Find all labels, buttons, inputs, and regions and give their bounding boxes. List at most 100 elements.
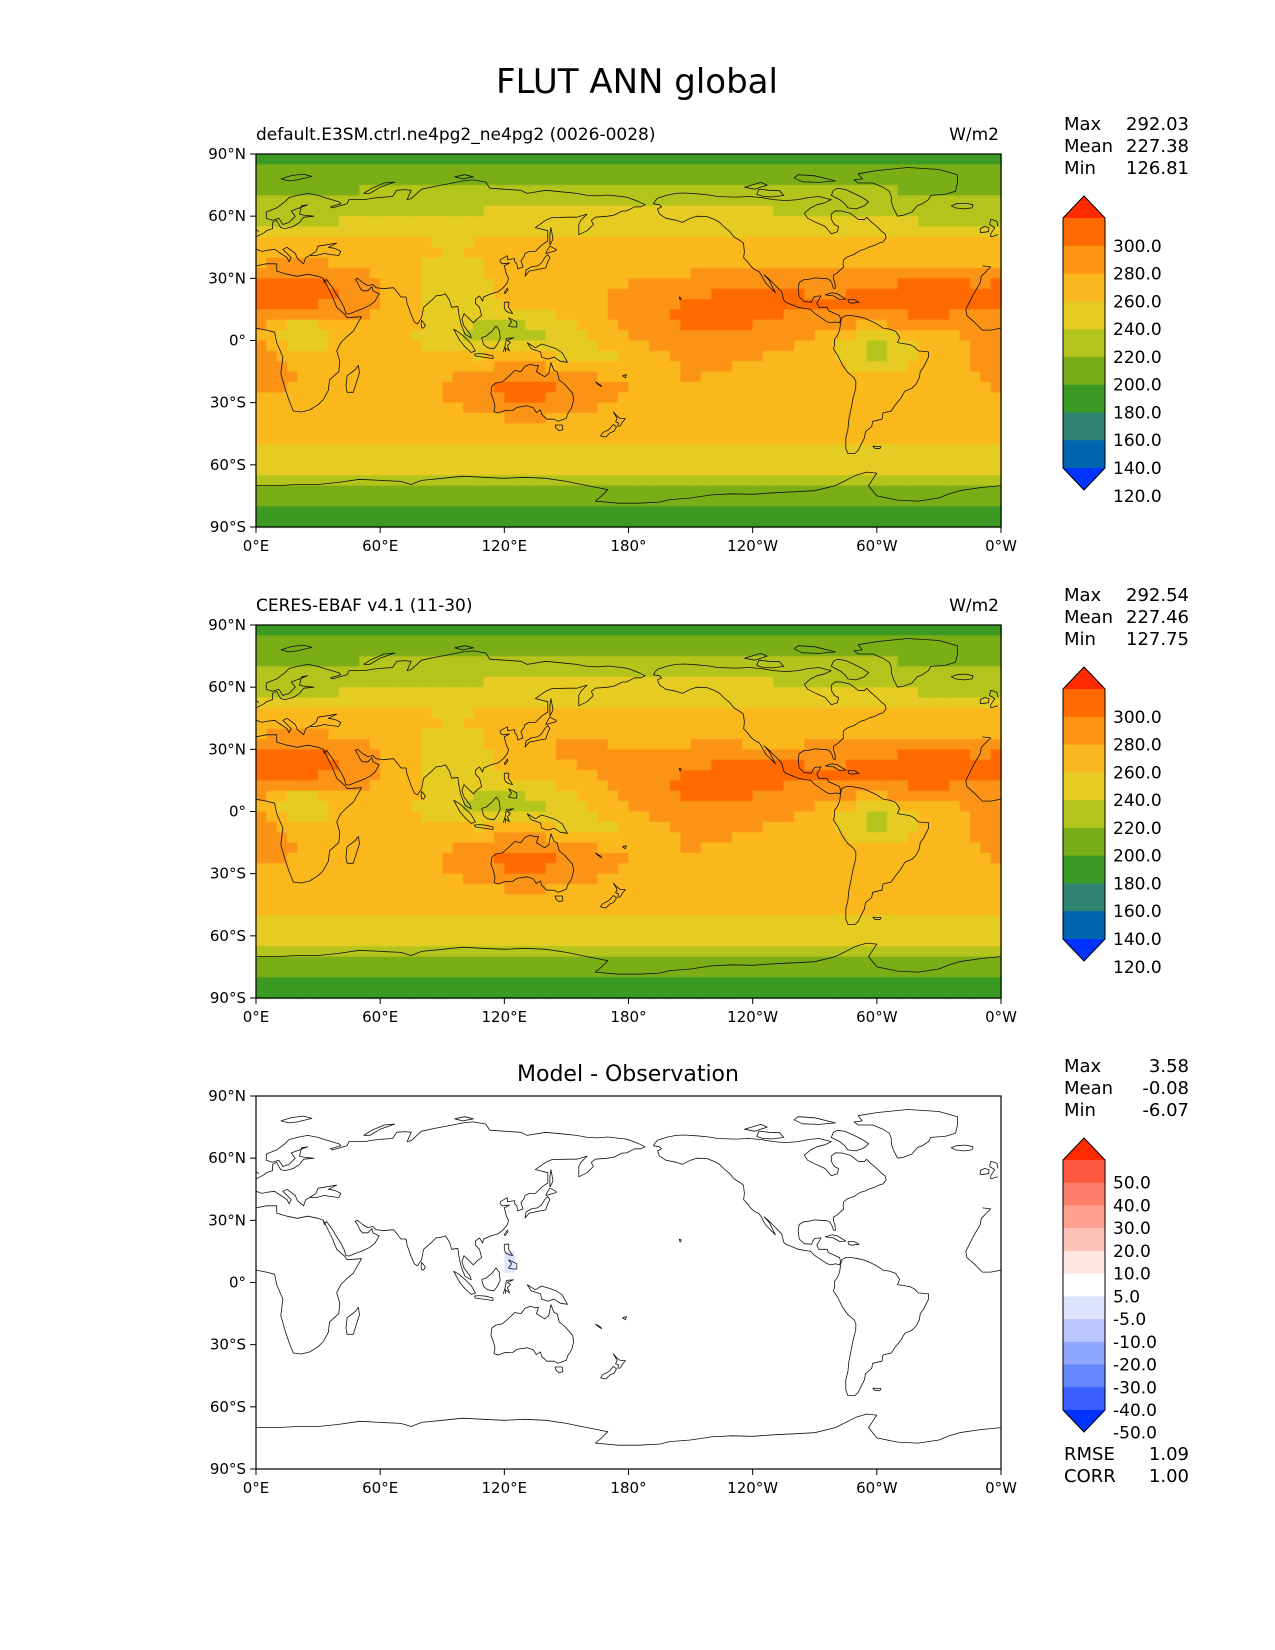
field-cell	[545, 904, 557, 916]
field-cell	[400, 267, 412, 279]
field-cell	[856, 371, 868, 383]
field-cell	[493, 205, 505, 217]
field-cell	[514, 676, 526, 688]
coastline	[524, 254, 551, 277]
field-cell	[380, 707, 392, 719]
field-cell	[763, 946, 774, 958]
field-cell	[680, 873, 692, 885]
field-cell	[390, 821, 402, 833]
field-cell	[949, 444, 961, 456]
field-cell	[752, 164, 764, 176]
field-cell	[452, 444, 464, 456]
field-cell	[318, 956, 330, 968]
field-cell	[887, 749, 899, 761]
field-cell	[535, 423, 547, 435]
field-cell	[525, 350, 536, 362]
field-cell	[638, 402, 650, 414]
field-cell	[276, 707, 288, 719]
field-cell	[287, 205, 298, 217]
field-cell	[421, 174, 433, 186]
field-cell	[349, 195, 361, 207]
field-cell	[514, 977, 526, 989]
field-cell	[845, 454, 857, 466]
field-cell	[452, 759, 464, 771]
field-cell	[742, 977, 754, 989]
field-cell	[794, 904, 806, 916]
field-cell	[618, 935, 630, 947]
field-cell	[700, 226, 712, 238]
field-cell	[587, 863, 599, 875]
field-cell	[431, 873, 443, 885]
field-cell	[731, 915, 743, 927]
field-cell	[887, 738, 899, 750]
field-cell	[556, 738, 568, 750]
field-cell	[297, 821, 309, 833]
field-cell	[566, 423, 578, 435]
field-cell	[318, 790, 330, 802]
field-cell	[266, 216, 278, 228]
field-cell	[763, 904, 774, 916]
field-cell	[411, 402, 423, 414]
field-cell	[421, 738, 433, 750]
field-cell	[256, 821, 267, 833]
field-cell	[680, 697, 692, 709]
field-cell	[597, 185, 609, 197]
coastline	[420, 319, 426, 329]
field-cell	[287, 154, 298, 165]
field-cell	[359, 884, 371, 895]
field-cell	[328, 925, 340, 937]
coastline	[502, 337, 514, 353]
field-cell	[545, 676, 557, 688]
field-cell	[804, 381, 816, 393]
field-cell	[752, 811, 764, 823]
field-cell	[514, 309, 526, 321]
field-cell	[887, 154, 899, 165]
field-cell	[887, 506, 899, 518]
field-cell	[256, 749, 267, 761]
field-cell	[442, 697, 454, 709]
field-cell	[690, 956, 702, 968]
field-cell	[411, 413, 423, 424]
field-cell	[711, 267, 723, 279]
field-cell	[400, 340, 412, 352]
field-cell	[731, 164, 743, 176]
field-cell	[473, 185, 485, 197]
field-cell	[649, 635, 661, 647]
field-cell	[256, 464, 267, 476]
field-cell	[700, 205, 712, 217]
field-cell	[763, 381, 774, 393]
field-cell	[545, 821, 557, 833]
field-cell	[618, 288, 630, 300]
field-cell	[680, 154, 692, 165]
field-cell	[473, 697, 485, 709]
field-cell	[587, 925, 599, 937]
field-cell	[504, 863, 516, 875]
field-cell	[525, 174, 536, 186]
field-cell	[328, 433, 340, 445]
field-cell	[587, 278, 599, 290]
field-cell	[804, 904, 816, 916]
field-cell	[804, 770, 816, 782]
field-cell	[659, 257, 671, 269]
field-cell	[835, 319, 847, 331]
field-cell	[473, 811, 485, 823]
field-cell	[349, 821, 361, 833]
field-cell	[297, 247, 309, 259]
coastline	[454, 174, 474, 180]
field-cell	[462, 925, 474, 937]
field-cell	[628, 759, 640, 771]
field-cell	[607, 656, 619, 668]
field-cell	[763, 485, 774, 497]
field-cell	[700, 516, 712, 528]
x-tick-label: 60°W	[856, 537, 898, 555]
field-cell	[421, 749, 433, 761]
field-cell	[369, 977, 381, 989]
field-cell	[338, 925, 350, 937]
field-cell	[452, 371, 464, 383]
field-cell	[680, 956, 692, 968]
field-cell	[607, 884, 619, 895]
field-cell	[318, 821, 330, 833]
field-cell	[690, 247, 702, 259]
field-cell	[638, 873, 650, 885]
field-cell	[297, 413, 309, 424]
